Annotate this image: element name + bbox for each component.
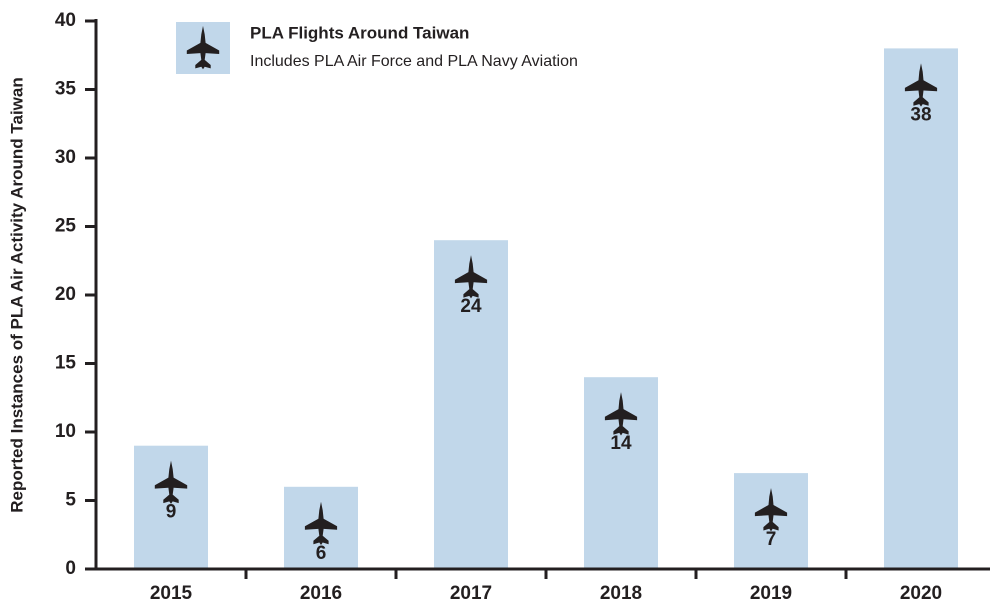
y-tick-label: 15 — [55, 353, 77, 374]
x-tick-label: 2015 — [150, 583, 193, 604]
value-label: 14 — [610, 433, 632, 454]
y-tick-label: 30 — [55, 147, 76, 168]
bar — [884, 48, 958, 569]
y-tick-label: 0 — [65, 558, 76, 579]
y-tick-label: 40 — [55, 10, 76, 31]
legend-icon — [186, 25, 220, 70]
x-tick-label: 2017 — [450, 583, 492, 604]
value-label: 6 — [316, 543, 327, 564]
x-tick-label: 2018 — [600, 583, 642, 604]
plane-icon — [754, 488, 788, 532]
plane-icon — [154, 460, 188, 504]
value-label: 24 — [460, 296, 482, 317]
y-tick-label: 25 — [55, 216, 77, 237]
legend-title: PLA Flights Around Taiwan — [250, 23, 469, 42]
plane-icon — [904, 63, 938, 107]
x-tick-label: 2019 — [750, 583, 792, 604]
y-tick-label: 10 — [55, 421, 76, 442]
y-tick-label: 20 — [55, 284, 76, 305]
plane-icon — [304, 501, 338, 545]
plane-icon — [604, 392, 638, 436]
x-tick-label: 2016 — [300, 583, 342, 604]
plane-icon — [454, 255, 488, 299]
x-tick-label: 2020 — [900, 583, 942, 604]
y-tick-label: 35 — [55, 79, 77, 100]
y-axis-title: Reported Instances of PLA Air Activity A… — [7, 77, 26, 512]
y-tick-label: 5 — [65, 490, 76, 511]
legend-subtitle: Includes PLA Air Force and PLA Navy Avia… — [250, 53, 578, 70]
value-label: 38 — [910, 104, 931, 125]
value-label: 7 — [766, 529, 777, 550]
value-label: 9 — [166, 502, 177, 523]
